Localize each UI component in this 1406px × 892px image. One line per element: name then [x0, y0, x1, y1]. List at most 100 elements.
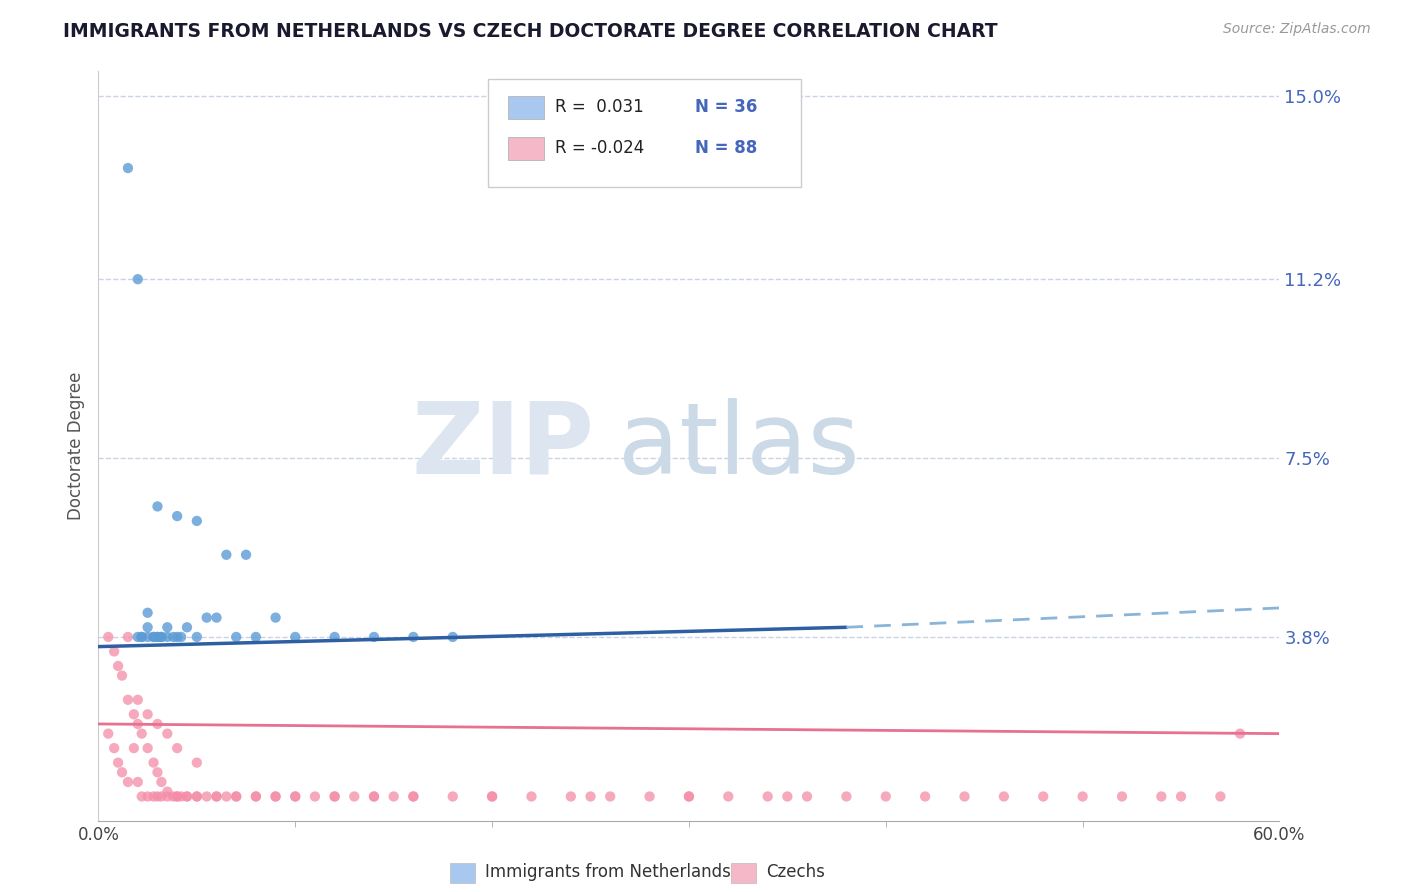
Point: [993, 789, 1015, 804]
Point: [146, 789, 169, 804]
Point: [195, 610, 218, 624]
Point: [122, 741, 145, 756]
Point: [117, 775, 139, 789]
Point: [323, 630, 346, 644]
Point: [150, 630, 173, 644]
Point: [638, 789, 661, 804]
Point: [776, 789, 799, 804]
Point: [150, 789, 173, 804]
Text: R = -0.024: R = -0.024: [555, 139, 645, 157]
Point: [264, 789, 287, 804]
Point: [284, 630, 307, 644]
Point: [186, 630, 208, 644]
Point: [97, 630, 120, 644]
Point: [150, 775, 173, 789]
Point: [284, 789, 307, 804]
Point: [142, 630, 165, 644]
Point: [103, 644, 125, 658]
Point: [142, 789, 165, 804]
Point: [136, 707, 159, 722]
Point: [953, 789, 976, 804]
Point: [225, 789, 247, 804]
Point: [382, 789, 405, 804]
Point: [205, 610, 228, 624]
Point: [402, 789, 425, 804]
Point: [170, 789, 193, 804]
Point: [146, 500, 169, 514]
Point: [284, 789, 307, 804]
Point: [225, 789, 247, 804]
Point: [131, 630, 153, 644]
Point: [131, 789, 153, 804]
Point: [1150, 789, 1173, 804]
Point: [127, 272, 149, 286]
Point: [363, 630, 385, 644]
Point: [146, 765, 169, 780]
Point: [156, 630, 179, 644]
Text: Source: ZipAtlas.com: Source: ZipAtlas.com: [1223, 22, 1371, 37]
Point: [156, 726, 179, 740]
Point: [441, 630, 464, 644]
Point: [323, 789, 346, 804]
Text: atlas: atlas: [619, 398, 859, 494]
Point: [156, 789, 179, 804]
Point: [142, 630, 165, 644]
Point: [127, 693, 149, 707]
Point: [136, 630, 159, 644]
Point: [103, 741, 125, 756]
Point: [170, 630, 193, 644]
Point: [520, 789, 543, 804]
Point: [176, 789, 198, 804]
Point: [162, 630, 184, 644]
Point: [481, 789, 503, 804]
Point: [914, 789, 936, 804]
Point: [166, 509, 188, 524]
Point: [343, 789, 366, 804]
Point: [323, 789, 346, 804]
Point: [304, 789, 326, 804]
Point: [97, 726, 120, 740]
Point: [107, 756, 129, 770]
Point: [166, 789, 188, 804]
Point: [363, 789, 385, 804]
Point: [1032, 789, 1054, 804]
Point: [756, 789, 779, 804]
Point: [111, 668, 134, 682]
Point: [136, 606, 159, 620]
Point: [186, 756, 208, 770]
Point: [225, 630, 247, 644]
Point: [245, 789, 267, 804]
Point: [835, 789, 858, 804]
Point: [146, 630, 169, 644]
Point: [162, 789, 184, 804]
Point: [717, 789, 740, 804]
Point: [875, 789, 897, 804]
Point: [136, 789, 159, 804]
Point: [579, 789, 602, 804]
Point: [107, 659, 129, 673]
Text: Immigrants from Netherlands: Immigrants from Netherlands: [485, 863, 731, 881]
FancyBboxPatch shape: [508, 137, 544, 160]
FancyBboxPatch shape: [508, 96, 544, 119]
Point: [150, 630, 173, 644]
Point: [131, 726, 153, 740]
Point: [142, 756, 165, 770]
Point: [146, 717, 169, 731]
Point: [235, 548, 257, 562]
Point: [146, 630, 169, 644]
Point: [1170, 789, 1192, 804]
Point: [402, 630, 425, 644]
Point: [166, 741, 188, 756]
Point: [186, 514, 208, 528]
Point: [131, 630, 153, 644]
Point: [481, 789, 503, 804]
Point: [117, 161, 139, 175]
Point: [678, 789, 700, 804]
Text: ZIP: ZIP: [412, 398, 595, 494]
Point: [136, 620, 159, 634]
Point: [176, 789, 198, 804]
Point: [560, 789, 582, 804]
Point: [117, 630, 139, 644]
Point: [1209, 789, 1232, 804]
Point: [136, 741, 159, 756]
